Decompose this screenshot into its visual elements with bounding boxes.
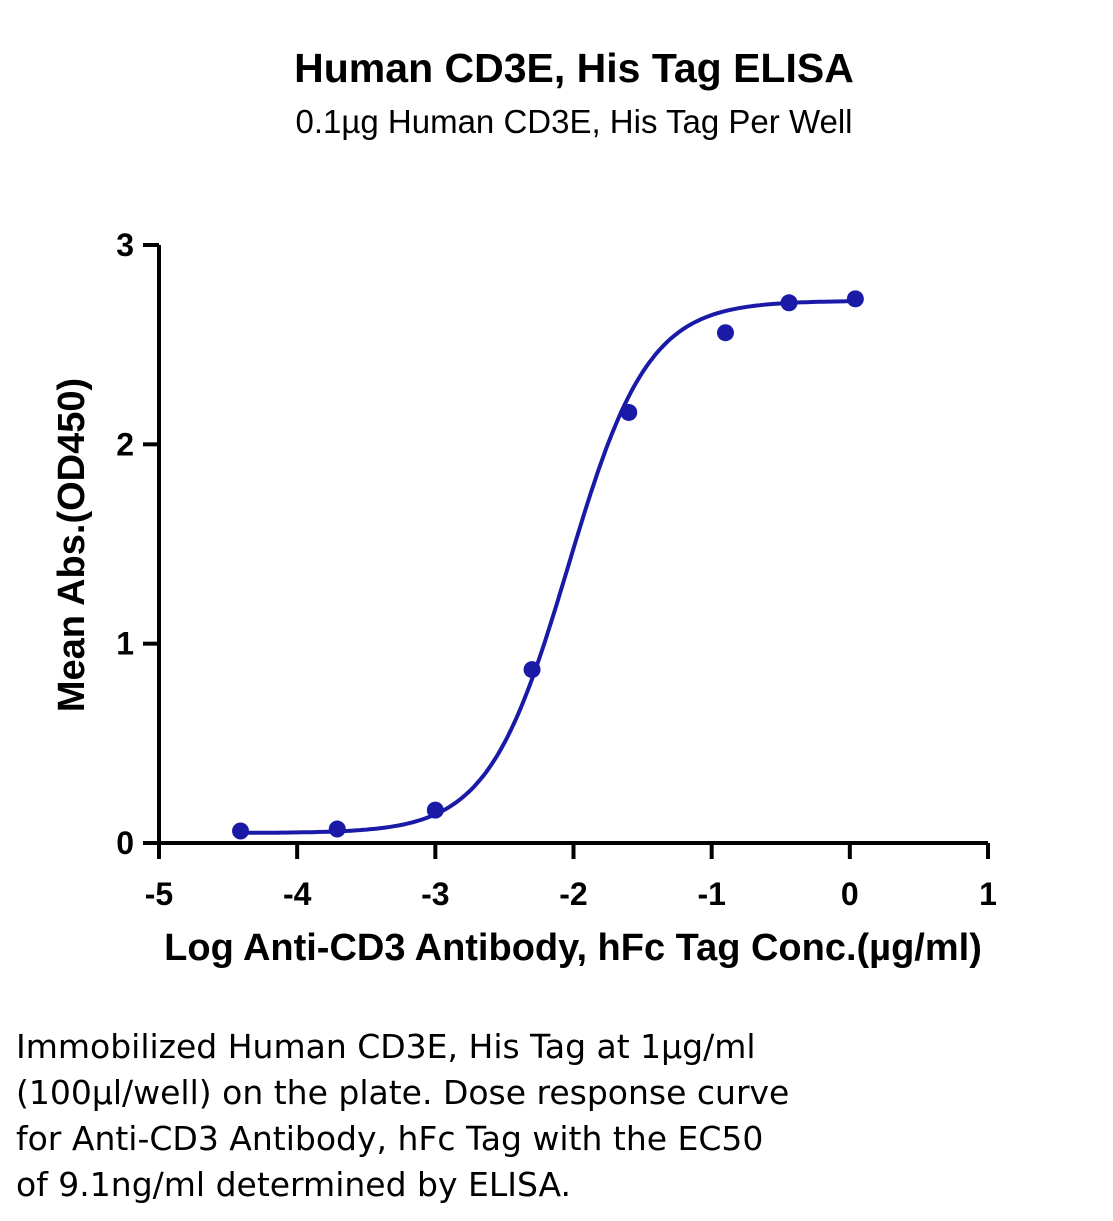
data-points — [232, 290, 864, 840]
x-tick-label: -1 — [697, 876, 725, 912]
y-tick-label: 0 — [116, 825, 134, 861]
figure-caption: Immobilized Human CD3E, His Tag at 1µg/m… — [16, 1024, 916, 1208]
y-tick-label: 1 — [116, 626, 134, 662]
chart-title: Human CD3E, His Tag ELISA — [294, 45, 854, 91]
x-tick-label: -5 — [145, 876, 173, 912]
caption-line: of 9.1ng/ml determined by ELISA. — [16, 1165, 571, 1204]
x-tick-label: -3 — [421, 876, 449, 912]
x-tick-label: 0 — [841, 876, 859, 912]
data-point — [328, 820, 346, 838]
elisa-chart: Human CD3E, His Tag ELISA 0.1µg Human CD… — [51, 45, 997, 969]
y-tick-label: 2 — [116, 426, 134, 462]
caption-line: (100µl/well) on the plate. Dose response… — [16, 1073, 790, 1112]
data-point — [426, 801, 444, 819]
data-point — [716, 324, 734, 342]
x-tick-label: 1 — [979, 876, 997, 912]
data-point — [620, 403, 638, 421]
data-point — [780, 294, 798, 312]
chart-subtitle: 0.1µg Human CD3E, His Tag Per Well — [295, 103, 852, 140]
caption-line: Immobilized Human CD3E, His Tag at 1µg/m… — [16, 1027, 756, 1066]
data-point — [846, 290, 864, 308]
axes — [143, 243, 990, 859]
x-axis-label: Log Anti-CD3 Antibody, hFc Tag Conc.(µg/… — [164, 927, 982, 969]
caption-line: for Anti-CD3 Antibody, hFc Tag with the … — [16, 1119, 764, 1158]
data-point — [523, 661, 541, 679]
y-axis-label: Mean Abs.(OD450) — [51, 378, 93, 712]
fit-curve — [240, 299, 856, 835]
tick-labels: -5 -4 -3 -2 -1 0 1 0 1 2 3 — [116, 227, 997, 912]
data-point — [232, 822, 250, 840]
x-tick-label: -4 — [283, 876, 312, 912]
y-tick-label: 3 — [116, 227, 134, 263]
x-tick-label: -2 — [559, 876, 587, 912]
